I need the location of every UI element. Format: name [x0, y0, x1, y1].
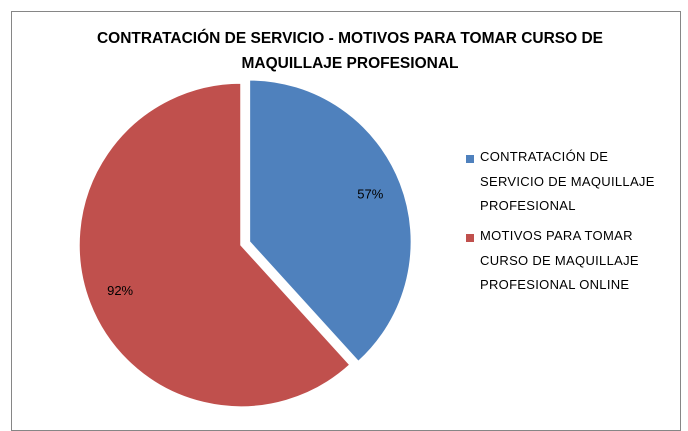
legend-swatch	[466, 155, 474, 163]
legend-swatch	[466, 234, 474, 242]
pie-slice	[248, 79, 413, 363]
data-label: 57%	[357, 186, 383, 201]
pie-slice	[78, 82, 352, 408]
page: CONTRATACIÓN DE SERVICIO - MOTIVOS PARA …	[11, 11, 681, 431]
legend-label: CONTRATACIÓN DE SERVICIO DE MAQUILLAJE P…	[480, 149, 655, 213]
chart: 57% 92%	[78, 79, 413, 408]
chart-title: CONTRATACIÓN DE SERVICIO - MOTIVOS PARA …	[96, 30, 604, 72]
data-label: 92%	[107, 283, 133, 298]
legend-label: MOTIVOS PARA TOMAR CURSO DE MAQUILLAJE P…	[480, 228, 639, 292]
